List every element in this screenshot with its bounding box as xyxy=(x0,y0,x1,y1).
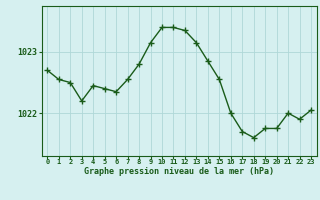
X-axis label: Graphe pression niveau de la mer (hPa): Graphe pression niveau de la mer (hPa) xyxy=(84,167,274,176)
